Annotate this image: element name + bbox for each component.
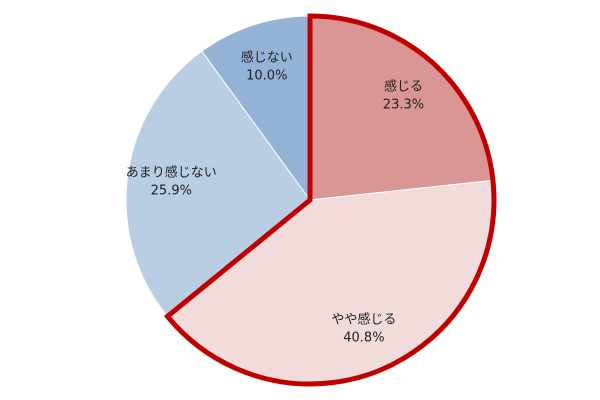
slice-value-label: 10.0%: [246, 69, 287, 84]
slice-label: 感じない: [241, 50, 293, 66]
slice-label: やや感じる: [331, 312, 396, 328]
slice-value-label: 40.8%: [343, 331, 384, 346]
slice-label: 感じる: [384, 78, 423, 94]
highlight-outline: [163, 13, 497, 387]
slice-value-label: 23.3%: [383, 97, 424, 112]
slice-value-label: 25.9%: [151, 184, 192, 199]
pie-slice: [201, 15, 311, 202]
pie-slice: [125, 50, 311, 318]
slice-label: あまり感じない: [126, 165, 217, 181]
